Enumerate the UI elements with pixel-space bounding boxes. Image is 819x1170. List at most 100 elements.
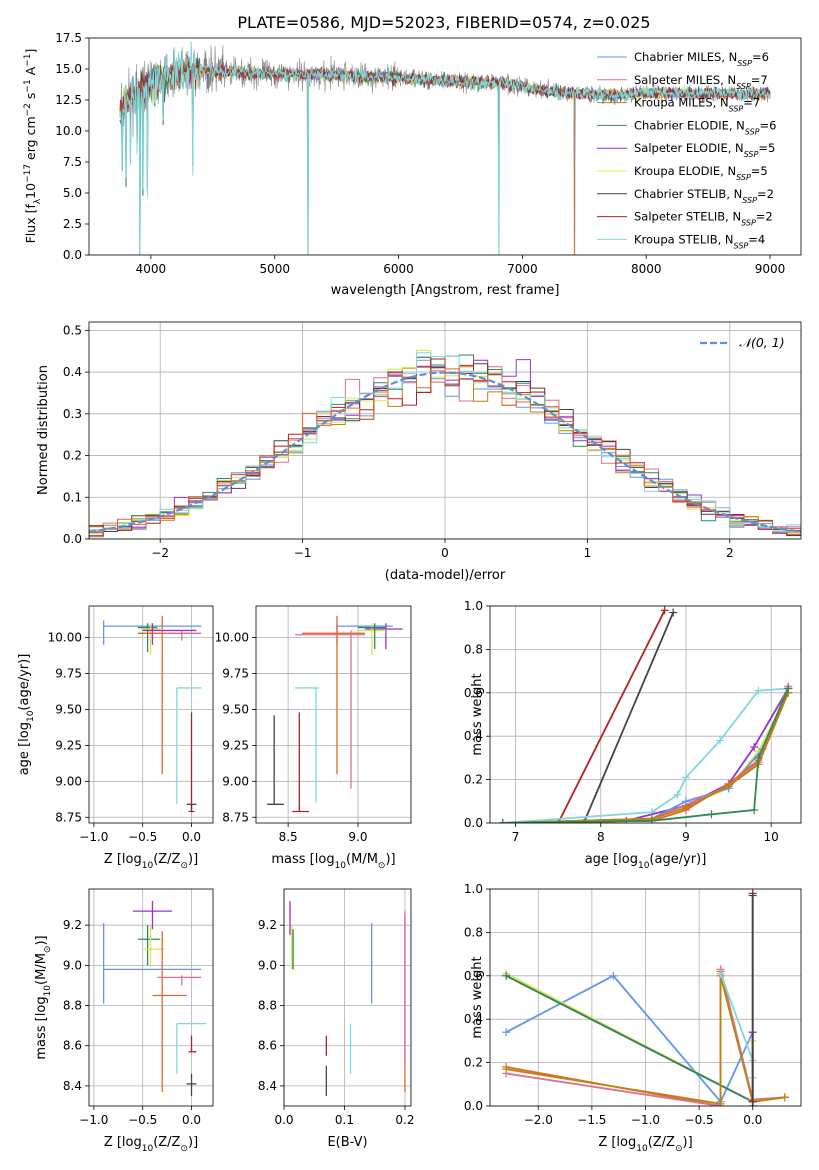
x-tick-label: 4000 — [136, 262, 167, 276]
legend-entry: Salpeter STELIB, NSSP=2 — [634, 210, 773, 228]
y-tick-label: 7.5 — [63, 155, 82, 169]
y-tick-label: 0.2 — [63, 449, 82, 463]
y-tick-label: 0.3 — [63, 407, 82, 421]
y-tick-label: 8.8 — [63, 999, 82, 1013]
y-tick-label: 9.00 — [222, 774, 249, 788]
x-tick-label: −1.0 — [79, 830, 108, 844]
y-tick-label: 9.0 — [258, 958, 277, 972]
y-tick-label: 17.5 — [55, 31, 82, 45]
x-axis-label-part: 10 — [636, 1144, 648, 1154]
y-tick-label: 9.2 — [258, 918, 277, 932]
y-axis-label: mass weight — [470, 673, 485, 755]
x-axis-label: age [log10(age/yr)] — [585, 852, 707, 871]
x-axis-label-part: Z [log — [598, 1135, 636, 1150]
x-tick-label: 0.2 — [395, 1113, 414, 1127]
legend-entry-label: Kroupa MILES, N — [634, 96, 729, 110]
x-tick-label: −1.0 — [79, 1113, 108, 1127]
series-line — [502, 692, 790, 823]
legend-entry-label: Chabrier MILES, N — [634, 50, 737, 64]
y-tick-label: 10.00 — [48, 631, 82, 645]
y-tick-label: 0.6 — [464, 686, 483, 700]
x-tick-label: −1 — [294, 546, 312, 560]
legend-entry-label: Chabrier ELODIE, N — [634, 118, 745, 132]
series-line — [502, 692, 790, 823]
x-tick-label: 0.0 — [743, 1113, 762, 1127]
legend-entry: Chabrier STELIB, NSSP=2 — [634, 187, 774, 205]
x-axis-label-part: 10 — [142, 861, 154, 871]
legend-entry-sub: SSP — [737, 59, 752, 68]
x-tick-label: −0.5 — [685, 1113, 714, 1127]
y-axis-label-part: erg cm — [23, 116, 38, 164]
model-spectrum-line — [119, 41, 771, 255]
legend-entry-tail: =7 — [743, 96, 760, 110]
x-axis-label: Z [log10(Z/Z⊙)] — [104, 1135, 198, 1154]
y-axis-label: Flux [fλ10−17 erg cm−2 s−1 A−1] — [23, 49, 43, 244]
series-group — [498, 606, 793, 823]
legend-entry: Chabrier MILES, NSSP=6 — [634, 50, 769, 68]
histogram-group — [89, 349, 801, 538]
y-tick-label: 0.0 — [63, 248, 82, 262]
y-tick-label: 10.00 — [215, 631, 249, 645]
series-line — [505, 974, 754, 1103]
axes-frame — [88, 888, 214, 1107]
x-tick-label: 2 — [726, 546, 734, 560]
histogram-step-line — [89, 352, 801, 533]
y-tick-label: 9.0 — [63, 958, 82, 972]
y-tick-label: 9.75 — [222, 667, 249, 681]
y-axis-label: age [log10(age/yr)] — [17, 654, 36, 776]
x-axis-label-part: )] — [188, 852, 198, 867]
legend-entry-sub: SSP — [741, 218, 756, 227]
y-axis-label-part: )] — [34, 935, 49, 945]
x-tick-label: −1.0 — [631, 1113, 660, 1127]
y-tick-label: 15.0 — [55, 62, 82, 76]
y-axis-label-part: −1 — [23, 54, 33, 67]
x-axis-label-part: ⊙ — [180, 861, 188, 871]
y-tick-label: 1.0 — [464, 882, 483, 896]
legend-entry-sub: SSP — [744, 150, 759, 159]
y-tick-label: 12.5 — [55, 93, 82, 107]
y-axis-label: mass weight — [470, 956, 485, 1038]
x-tick-label: 8000 — [631, 262, 662, 276]
y-axis-label-part: ⊙ — [43, 946, 53, 954]
x-tick-label: 9000 — [755, 262, 786, 276]
legend-entry-tail: =5 — [751, 164, 768, 178]
y-tick-label: 8.75 — [55, 810, 82, 824]
gaussian-reference-line — [89, 371, 801, 533]
x-axis-label: (data-model)/error — [385, 568, 506, 583]
y-tick-label: 2.5 — [63, 217, 82, 231]
x-tick-label: 7 — [512, 830, 520, 844]
x-tick-label: 0.0 — [274, 1113, 293, 1127]
y-tick-label: 0.4 — [464, 729, 483, 743]
y-tick-label: 8.75 — [222, 810, 249, 824]
x-tick-label: 8.5 — [279, 830, 298, 844]
x-axis-label-part: )] — [385, 852, 395, 867]
y-tick-label: 8.4 — [63, 1079, 82, 1093]
y-tick-label: 0.5 — [63, 323, 82, 337]
legend-entry-sub: SSP — [736, 81, 751, 90]
x-tick-label: 5000 — [259, 262, 290, 276]
series-group — [502, 889, 789, 1106]
legend-entry-label: Kroupa STELIB, N — [634, 232, 734, 246]
x-axis-label-part: (age/yr)] — [649, 852, 706, 867]
series-line — [502, 692, 790, 823]
y-tick-label: 5.0 — [63, 186, 82, 200]
axes-frame — [283, 888, 412, 1107]
panel-age-vs-mass: 8.5 9.0 8.75 9.00 9.25 9.50 9.75 10.00 mass [log… — [215, 605, 412, 871]
y-axis-label-part: (M/M — [34, 953, 49, 985]
spectrum-lines — [119, 41, 771, 255]
y-tick-label: 9.25 — [222, 738, 249, 752]
y-axis-label-part: 10 — [26, 710, 36, 722]
x-tick-label: −1.5 — [577, 1113, 606, 1127]
y-tick-label: 0.8 — [464, 925, 483, 939]
y-axis-label-part: mass [log — [34, 996, 49, 1059]
legend-entry-tail: =6 — [760, 118, 777, 132]
x-axis-label: Z [log10(Z/Z⊙)] — [104, 852, 198, 871]
x-axis-label-part: 10 — [638, 861, 650, 871]
y-tick-label: 9.00 — [55, 774, 82, 788]
axes-frame — [88, 321, 802, 540]
x-tick-label: 1 — [584, 546, 592, 560]
legend-entry-sub: SSP — [742, 195, 757, 204]
y-axis-label-part: −17 — [23, 164, 33, 183]
legend-entry-tail: =2 — [756, 210, 773, 224]
